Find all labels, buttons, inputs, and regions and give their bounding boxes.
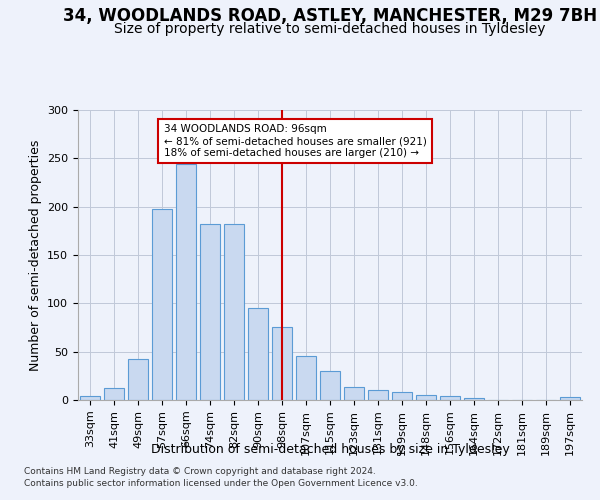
Bar: [176, 164, 196, 400]
Text: Distribution of semi-detached houses by size in Tyldesley: Distribution of semi-detached houses by …: [151, 442, 509, 456]
Bar: [104, 388, 124, 400]
Bar: [248, 308, 268, 400]
Text: Contains public sector information licensed under the Open Government Licence v3: Contains public sector information licen…: [24, 479, 418, 488]
Bar: [320, 371, 340, 400]
Y-axis label: Number of semi-detached properties: Number of semi-detached properties: [29, 140, 41, 370]
Bar: [128, 360, 148, 400]
Text: 34, WOODLANDS ROAD, ASTLEY, MANCHESTER, M29 7BH: 34, WOODLANDS ROAD, ASTLEY, MANCHESTER, …: [63, 8, 597, 26]
Bar: [392, 392, 412, 400]
Bar: [440, 396, 460, 400]
Bar: [464, 398, 484, 400]
Bar: [560, 397, 580, 400]
Bar: [152, 208, 172, 400]
Bar: [224, 224, 244, 400]
Text: Contains HM Land Registry data © Crown copyright and database right 2024.: Contains HM Land Registry data © Crown c…: [24, 468, 376, 476]
Bar: [272, 326, 292, 400]
Bar: [416, 395, 436, 400]
Bar: [368, 390, 388, 400]
Bar: [296, 356, 316, 400]
Text: 34 WOODLANDS ROAD: 96sqm
← 81% of semi-detached houses are smaller (921)
18% of : 34 WOODLANDS ROAD: 96sqm ← 81% of semi-d…: [164, 124, 427, 158]
Bar: [80, 396, 100, 400]
Bar: [344, 388, 364, 400]
Text: Size of property relative to semi-detached houses in Tyldesley: Size of property relative to semi-detach…: [114, 22, 546, 36]
Bar: [200, 224, 220, 400]
